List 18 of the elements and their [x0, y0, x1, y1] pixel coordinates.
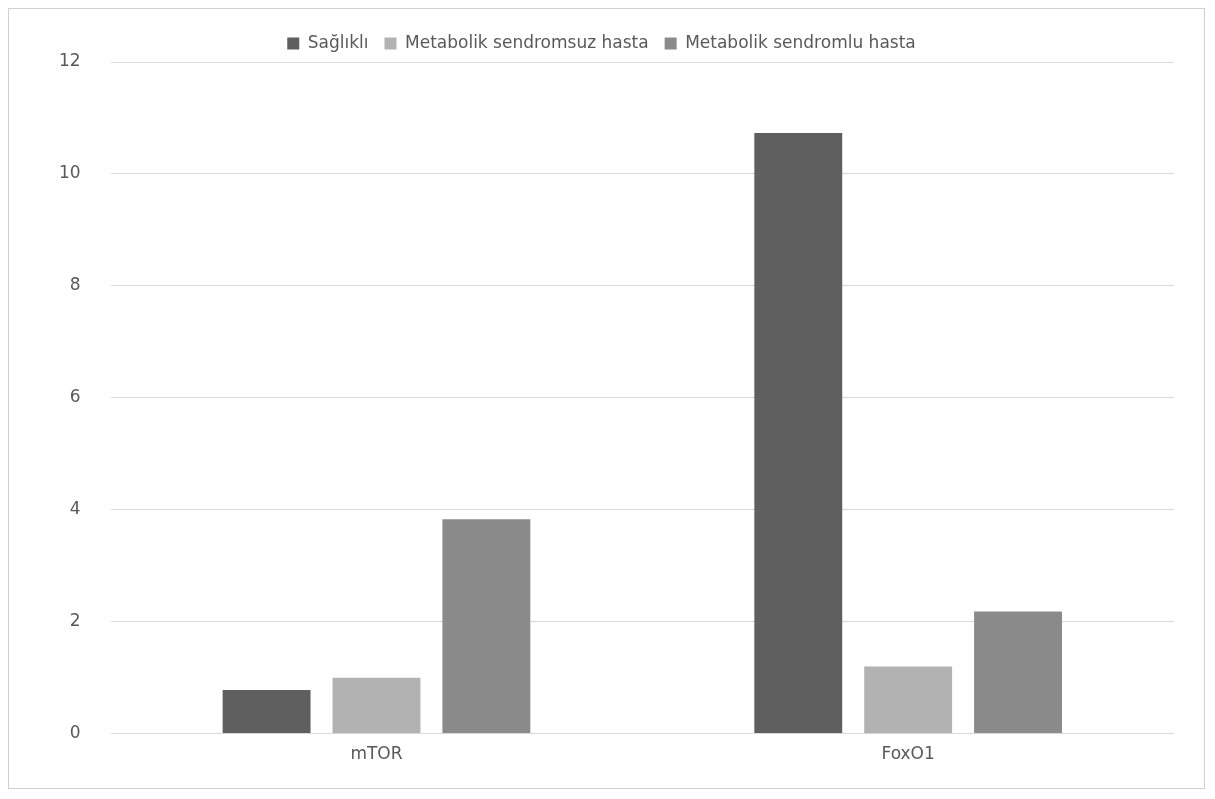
- y-tick-label: 12: [58, 50, 81, 71]
- y-tick-label: 4: [69, 498, 81, 519]
- bar: [332, 677, 421, 734]
- bar: [754, 133, 843, 734]
- x-tick-label: FoxO1: [881, 743, 935, 764]
- y-tick-label: 10: [58, 162, 81, 183]
- legend-label: Metabolik sendromsuz hasta: [405, 31, 649, 52]
- legend-label: Metabolik sendromlu hasta: [685, 31, 916, 52]
- bar: [864, 666, 953, 734]
- y-tick-label: 6: [69, 386, 81, 407]
- y-tick-label: 8: [69, 274, 81, 295]
- y-tick-label: 2: [69, 610, 81, 631]
- bar: [442, 519, 531, 734]
- bar: [222, 689, 311, 734]
- bar: [974, 611, 1062, 734]
- x-tick-label: mTOR: [350, 743, 403, 764]
- legend-label: Sağlıklı: [307, 31, 369, 52]
- y-tick-label: 0: [69, 722, 81, 743]
